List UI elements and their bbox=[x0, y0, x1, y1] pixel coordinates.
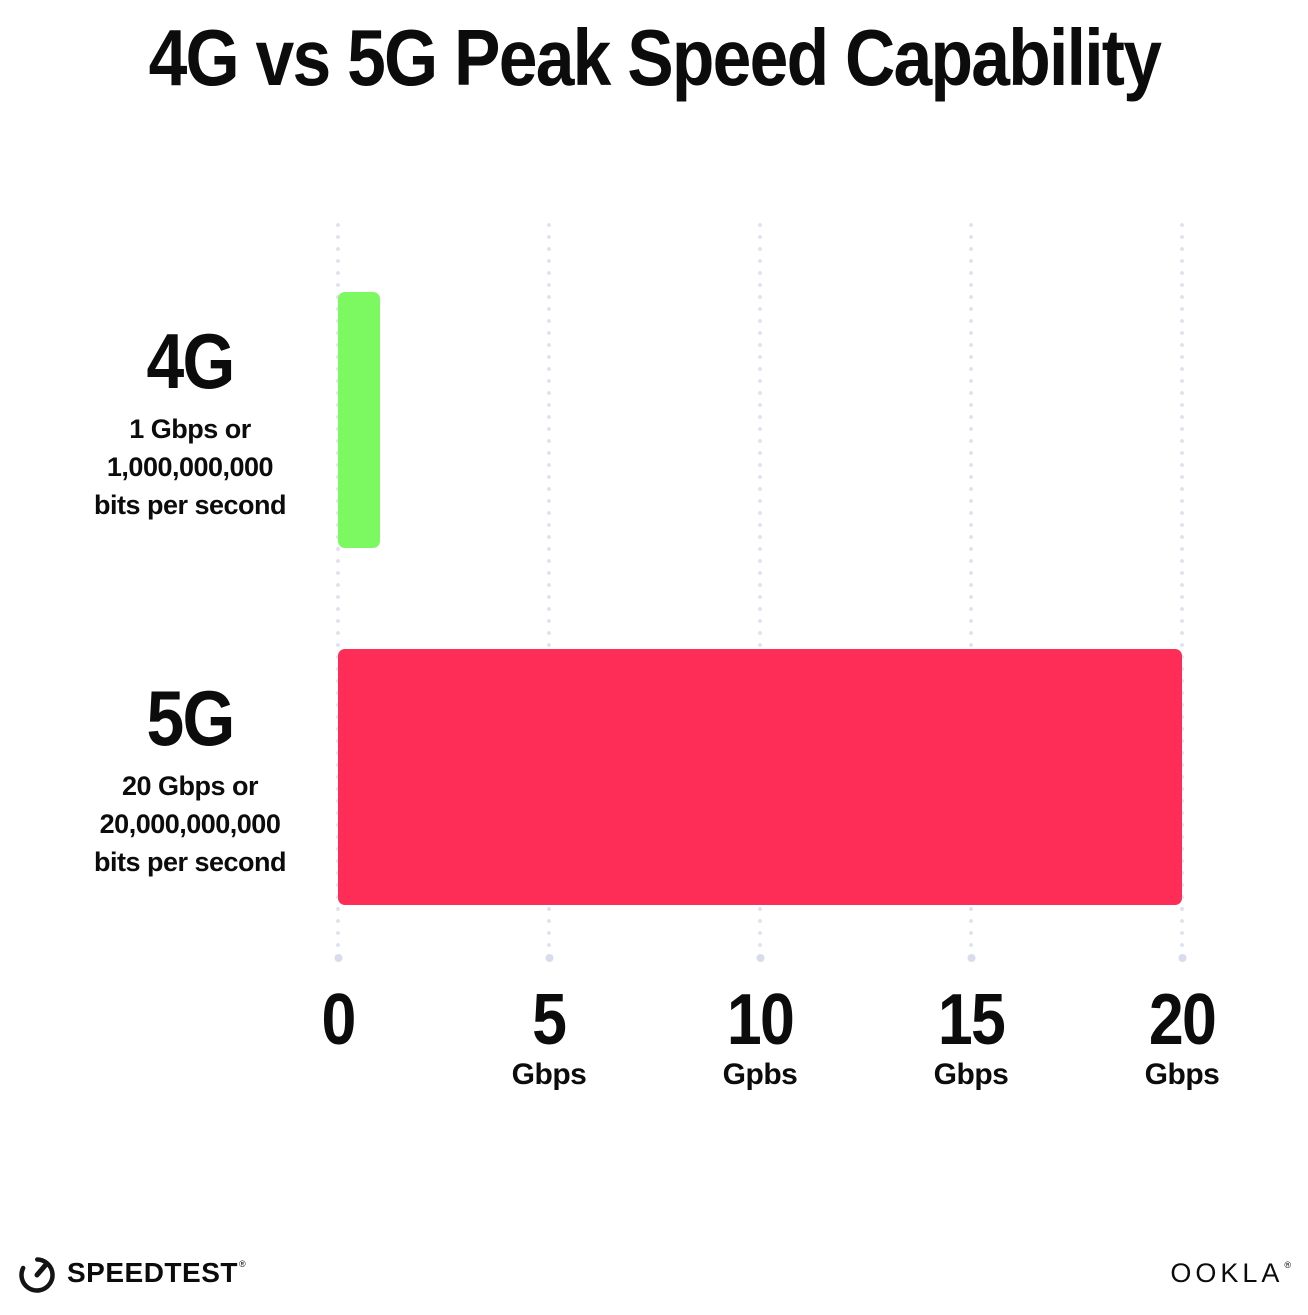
x-tick-5: 5 Gbps bbox=[512, 984, 587, 1092]
gridline-20 bbox=[1179, 222, 1185, 957]
ookla-wordmark: OOKLA bbox=[1170, 1258, 1284, 1288]
ookla-logo: OOKLA ® bbox=[1170, 1258, 1291, 1289]
gridline-0 bbox=[335, 222, 341, 957]
category-5g-sub2: 20,000,000,000 bbox=[99, 809, 281, 839]
x-tick-10-unit: Gpbs bbox=[722, 1058, 798, 1091]
gridline-10 bbox=[757, 222, 763, 957]
chart-title-text: 4G vs 5G Peak Speed Capability bbox=[148, 13, 1161, 102]
category-label-4g: 4G 1 Gbps or 1,000,000,000 bits per seco… bbox=[30, 322, 350, 524]
x-tick-10: 10 Gpbs bbox=[722, 984, 798, 1092]
x-tick-20-value: 20 bbox=[1148, 980, 1217, 1060]
x-tick-5-unit: Gbps bbox=[511, 1058, 587, 1091]
category-label-5g: 5G 20 Gbps or 20,000,000,000 bits per se… bbox=[30, 679, 350, 881]
speedtest-logo: SPEEDTEST® bbox=[16, 1252, 246, 1294]
speedtest-gauge-icon bbox=[19, 1257, 55, 1293]
x-tick-5-value: 5 bbox=[532, 980, 567, 1060]
x-tick-20-unit: Gbps bbox=[1144, 1058, 1220, 1091]
x-tick-20: 20 Gbps bbox=[1144, 984, 1220, 1092]
x-tick-0: 0 bbox=[319, 984, 357, 1058]
x-tick-15-value: 15 bbox=[937, 980, 1006, 1060]
speedtest-trademark: ® bbox=[238, 1259, 246, 1269]
x-tick-10-value: 10 bbox=[726, 980, 795, 1060]
bar-5g bbox=[338, 649, 1182, 905]
category-4g-sub2: 1,000,000,000 bbox=[106, 452, 274, 482]
x-tick-0-value: 0 bbox=[321, 980, 356, 1060]
chart-title: 4G vs 5G Peak Speed Capability bbox=[0, 16, 1308, 100]
speedtest-wordmark: SPEEDTEST bbox=[67, 1257, 238, 1288]
category-4g-description: 1 Gbps or 1,000,000,000 bits per second bbox=[30, 410, 350, 524]
category-4g-sub1: 1 Gbps or bbox=[129, 414, 251, 444]
bar-4g bbox=[338, 292, 381, 548]
plot-area bbox=[335, 222, 1185, 957]
category-4g-sub3: bits per second bbox=[93, 490, 287, 520]
gridline-15 bbox=[968, 222, 974, 957]
category-5g-sub1: 20 Gbps or bbox=[121, 771, 259, 801]
category-4g-name: 4G bbox=[146, 317, 235, 405]
category-5g-description: 20 Gbps or 20,000,000,000 bits per secon… bbox=[30, 767, 350, 881]
category-5g-sub3: bits per second bbox=[93, 847, 287, 877]
ookla-trademark: ® bbox=[1284, 1260, 1291, 1270]
x-tick-15-unit: Gbps bbox=[933, 1058, 1009, 1091]
category-5g-name: 5G bbox=[146, 674, 235, 762]
x-tick-15: 15 Gbps bbox=[933, 984, 1009, 1092]
gridline-5 bbox=[546, 222, 552, 957]
